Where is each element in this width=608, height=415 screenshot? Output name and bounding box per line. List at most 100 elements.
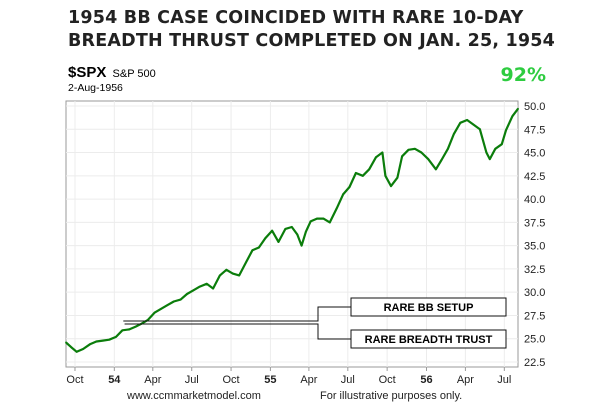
- data-point: [414, 147, 416, 150]
- data-point: [427, 158, 430, 160]
- data-point: [452, 133, 455, 135]
- data-point: [381, 151, 384, 154]
- y-tick-label: 35.0: [524, 241, 545, 253]
- data-point: [245, 261, 247, 264]
- data-point: [264, 237, 267, 240]
- x-tick-label: Apr: [144, 374, 161, 386]
- x-tick-label: Oct: [223, 374, 240, 386]
- annotation-label: RARE BB SETUP: [384, 302, 474, 314]
- x-tick-label: Jul: [497, 374, 511, 386]
- data-point: [128, 328, 131, 331]
- data-point: [328, 221, 331, 224]
- data-point: [434, 168, 437, 171]
- x-tick-label: 54: [108, 374, 121, 386]
- data-point: [219, 274, 221, 277]
- y-tick-label: 45.0: [524, 148, 545, 160]
- data-point: [479, 128, 481, 131]
- data-point: [375, 156, 377, 159]
- annotation-connector: [123, 306, 351, 322]
- chart-date: 2-Aug-1956: [68, 82, 123, 94]
- annotation-label: RARE BREADTH TRUST: [365, 334, 493, 346]
- data-point: [108, 338, 111, 341]
- data-point: [396, 176, 399, 179]
- y-tick-label: 37.5: [524, 217, 545, 229]
- data-point: [335, 207, 338, 210]
- y-tick-label: 22.5: [524, 357, 545, 369]
- chart-title-line-1: 1954 BB CASE COINCIDED WITH RARE 10-DAY: [68, 8, 524, 28]
- y-tick-label: 30.0: [524, 287, 545, 299]
- data-point: [231, 272, 234, 275]
- data-point: [488, 158, 491, 160]
- data-point: [494, 147, 497, 150]
- data-point: [172, 300, 175, 303]
- footer-source: www.ccmmarketmodel.com: [127, 390, 261, 402]
- x-axis: Oct 54 Apr Jul Oct 55 Apr Jul Oct 56 Apr Jul: [66, 367, 511, 386]
- y-axis: 22.5 25.0 27.5 30.0 32.5 35.0 37.5 40.0 42.5 45.0…: [524, 101, 545, 369]
- annotation-box: [350, 297, 507, 317]
- ticker-symbol: $SPX: [68, 64, 107, 81]
- x-tick-label: Oct: [66, 374, 83, 386]
- data-point: [316, 217, 318, 220]
- data-point: [212, 287, 215, 290]
- data-point: [166, 304, 169, 307]
- footer-note: For illustrative purposes only.: [320, 390, 463, 402]
- data-point: [401, 155, 404, 158]
- x-tick-label: Jul: [185, 374, 199, 386]
- chart-title-line-2: BREADTH THRUST COMPLETED ON JAN. 25, 195…: [68, 31, 556, 51]
- data-point: [348, 186, 351, 188]
- data-point: [65, 341, 67, 344]
- data-point: [121, 329, 124, 332]
- data-point: [284, 227, 287, 230]
- data-point: [384, 174, 387, 177]
- data-point: [446, 147, 449, 150]
- annotation-connector: [124, 323, 351, 340]
- x-tick-label: 55: [264, 374, 276, 386]
- data-point: [472, 123, 475, 126]
- data-point: [198, 285, 201, 288]
- x-tick-label: Apr: [300, 374, 317, 386]
- data-point: [440, 159, 443, 161]
- data-point: [390, 185, 392, 187]
- percent-badge: 92%: [500, 64, 546, 86]
- data-point: [95, 340, 98, 343]
- data-point: [466, 119, 469, 121]
- x-tick-label: Jul: [341, 374, 355, 386]
- data-point: [517, 107, 519, 110]
- data-point: [153, 311, 156, 314]
- data-point: [420, 151, 423, 154]
- data-point: [160, 308, 162, 310]
- grid-lines: [66, 101, 518, 367]
- data-point: [485, 151, 488, 154]
- data-point: [134, 325, 137, 328]
- data-point: [225, 268, 228, 271]
- data-point: [505, 129, 507, 132]
- x-tick-label: Oct: [379, 374, 396, 386]
- data-point: [89, 343, 91, 346]
- y-tick-label: 27.5: [524, 310, 545, 322]
- chart-title: 1954 BB CASE COINCIDED WITH RARE 10-DAY …: [68, 7, 588, 53]
- ticker-label: $SPX S&P 500: [68, 64, 156, 81]
- x-tick-label: 56: [420, 374, 432, 386]
- data-point: [115, 335, 117, 338]
- data-point: [186, 293, 188, 295]
- data-point: [271, 229, 274, 232]
- data-point: [238, 274, 241, 277]
- data-point: [300, 244, 303, 247]
- y-tick-label: 42.5: [524, 171, 545, 183]
- data-point: [192, 289, 195, 292]
- data-point: [500, 143, 503, 146]
- data-point: [355, 172, 357, 174]
- annotations: RARE BB SETUP RARE BREADTH TRUST: [123, 297, 507, 349]
- y-tick-label: 32.5: [524, 264, 545, 276]
- series-line: [65, 108, 519, 353]
- annotation-box: [350, 329, 507, 349]
- y-tick-label: 50.0: [524, 101, 545, 113]
- y-tick-label: 40.0: [524, 194, 545, 206]
- data-point: [75, 350, 78, 353]
- data-point: [179, 298, 182, 301]
- data-point: [82, 348, 85, 350]
- data-point: [459, 121, 462, 124]
- data-point: [290, 226, 293, 228]
- data-point: [511, 115, 514, 118]
